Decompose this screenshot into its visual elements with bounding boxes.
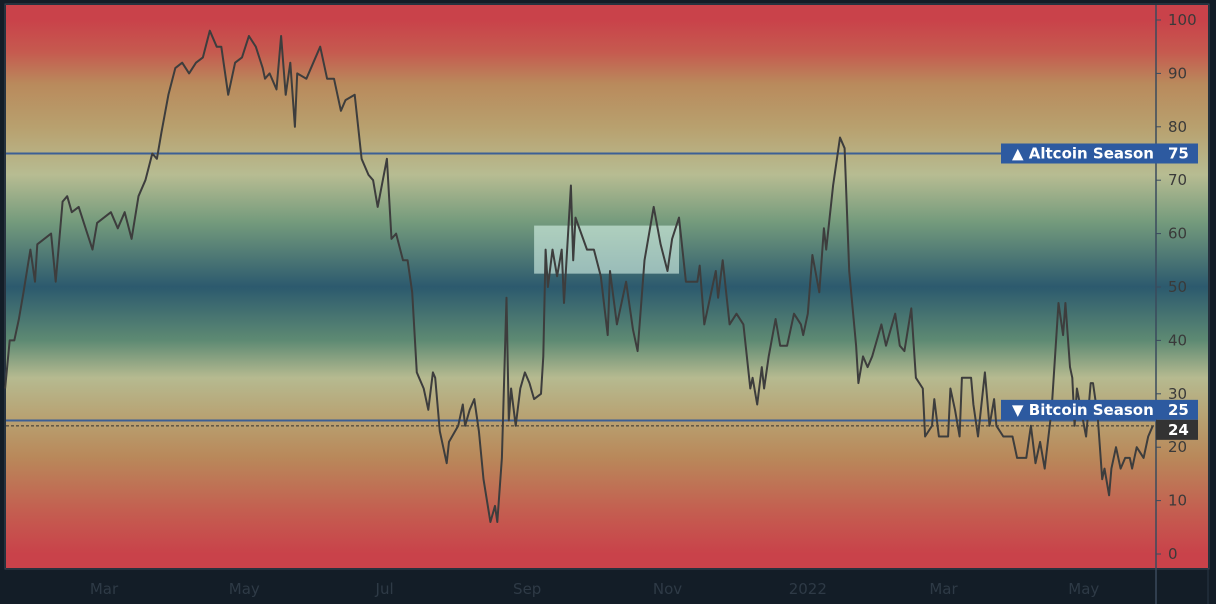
reference-label: ▼ Bitcoin Season (1012, 401, 1154, 419)
y-tick-label: 30 (1168, 385, 1187, 403)
chart-frame (4, 3, 1210, 570)
current-value-box (1156, 419, 1198, 440)
y-tick-label: 60 (1168, 225, 1187, 243)
current-value-label: 24 (1168, 421, 1189, 439)
x-tick-label: May (229, 580, 260, 598)
y-tick-label: 0 (1168, 545, 1178, 563)
y-tick-label: 70 (1168, 171, 1187, 189)
y-tick-label: 20 (1168, 438, 1187, 456)
reference-label-box (1001, 143, 1198, 164)
x-tick-label: May (1068, 580, 1099, 598)
series-line (4, 29, 1154, 523)
reference-label-box (1001, 399, 1198, 420)
y-tick-label: 50 (1168, 278, 1187, 296)
y-tick-label: 10 (1168, 492, 1187, 510)
reference-label: ▲ Altcoin Season (1012, 145, 1154, 163)
plot-area: 0 10 20 30 40 50 60 70 80 90 100 Mar May Jul Sep Nov 202… (4, 3, 1210, 604)
reference-value-label: 25 (1168, 401, 1189, 419)
x-tick-label: 2022 (789, 580, 827, 598)
x-tick-label: Jul (375, 580, 394, 598)
reference-value-label: 75 (1168, 145, 1189, 163)
x-tick-label: Mar (90, 580, 119, 598)
y-tick-label: 100 (1168, 11, 1197, 29)
x-tick-label: Mar (929, 580, 958, 598)
y-tick-label: 40 (1168, 331, 1187, 349)
y-tick-label: 90 (1168, 64, 1187, 82)
x-tick-label: Nov (653, 580, 682, 598)
x-tick-label: Sep (513, 580, 541, 598)
background-gradient (6, 5, 1208, 568)
y-tick-label: 80 (1168, 118, 1187, 136)
